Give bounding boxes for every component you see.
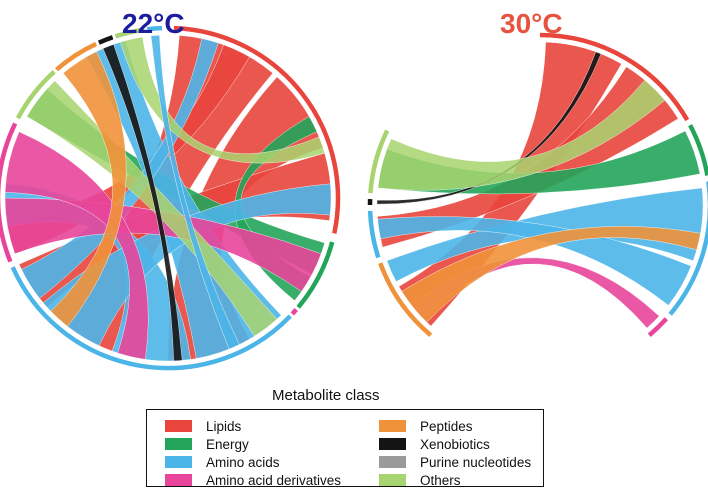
chord-segment-arc bbox=[173, 25, 341, 234]
chord-diagram-30c bbox=[367, 32, 708, 337]
legend-swatch bbox=[379, 456, 406, 468]
legend-item: Energy bbox=[165, 436, 249, 452]
chord-segment-arc bbox=[10, 266, 292, 371]
chord-segment-arc bbox=[290, 308, 298, 316]
legend-box: Lipids Energy Amino acids Amino acid deriva… bbox=[146, 409, 544, 488]
legend-label: Xenobiotics bbox=[420, 436, 490, 452]
chord-segment-arc bbox=[378, 262, 433, 337]
legend-title: Metabolite class bbox=[272, 387, 380, 404]
legend-item: Others bbox=[379, 472, 461, 488]
legend-label: Lipids bbox=[206, 418, 242, 434]
legend-label: Peptides bbox=[420, 418, 473, 434]
legend-label: Amino acids bbox=[206, 454, 280, 470]
legend-item: Peptides bbox=[379, 418, 473, 434]
legend-swatch bbox=[379, 438, 406, 450]
legend-swatch bbox=[379, 420, 406, 432]
chord-ribbon bbox=[377, 216, 692, 306]
chord-ribbon bbox=[401, 226, 701, 323]
chord-segment-arc bbox=[296, 241, 335, 309]
chord-segment-arc bbox=[54, 41, 98, 72]
chord-segment-arc bbox=[367, 210, 381, 259]
chord-ribbon bbox=[150, 35, 240, 350]
chord-segment-arc bbox=[15, 69, 56, 120]
legend-item: Amino acid derivatives bbox=[165, 472, 341, 488]
chord-segment-arc bbox=[97, 35, 114, 45]
legend-swatch bbox=[165, 456, 192, 468]
chord-segment-arc bbox=[688, 124, 708, 176]
legend-swatch bbox=[165, 438, 192, 450]
chord-segment-arc bbox=[668, 181, 708, 316]
legend-label: Purine nucleotides bbox=[420, 454, 532, 470]
title-22c: 22°C bbox=[122, 8, 185, 39]
chord-ribbon bbox=[26, 80, 278, 337]
chord-ribbon bbox=[102, 44, 183, 362]
chord-ribbon bbox=[377, 79, 666, 191]
chord-ribbon bbox=[4, 197, 322, 292]
legend-item: Lipids bbox=[165, 418, 241, 434]
chord-ribbon bbox=[50, 51, 127, 327]
chord-segment-arc bbox=[147, 25, 163, 32]
title-30c: 30°C bbox=[500, 8, 563, 39]
legend-item: Amino acids bbox=[165, 454, 280, 470]
legend-swatch bbox=[379, 474, 406, 486]
legend-item: Xenobiotics bbox=[379, 436, 490, 452]
chord-segment-arc bbox=[368, 129, 390, 194]
legend-item: Purine nucleotides bbox=[379, 454, 531, 470]
legend-label: Energy bbox=[206, 436, 249, 452]
chord-diagram-22c bbox=[0, 25, 341, 371]
chord-ribbon bbox=[21, 38, 219, 299]
chord-ribbon bbox=[42, 183, 332, 346]
chord-segment-arc bbox=[539, 32, 690, 122]
legend-swatch bbox=[165, 420, 192, 432]
chord-segment-arc bbox=[114, 27, 145, 39]
legend-swatch bbox=[165, 474, 192, 486]
legend-label: Amino acid derivatives bbox=[206, 472, 342, 488]
legend-label: Others bbox=[420, 472, 461, 488]
chord-segment-arc bbox=[647, 317, 669, 337]
chord-segment-arc bbox=[0, 122, 18, 263]
